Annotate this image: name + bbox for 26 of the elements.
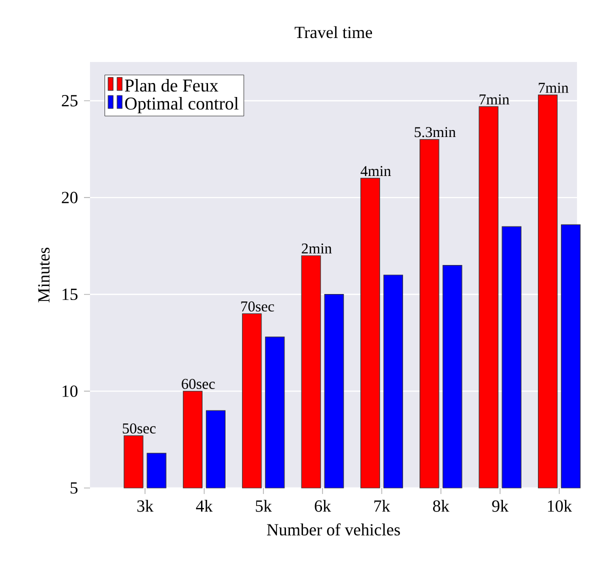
y-axis-title: Minutes bbox=[38, 248, 50, 302]
legend-label: Plan de Feux bbox=[124, 78, 218, 92]
x-tick-label: 6k bbox=[314, 500, 332, 512]
x-tick-label: 4k bbox=[196, 500, 213, 512]
annotation: 60sec bbox=[182, 378, 215, 389]
annotation: 5.3min bbox=[414, 127, 456, 138]
annotation: 50sec bbox=[122, 423, 156, 434]
annotation: 70sec bbox=[241, 301, 274, 312]
x-tick-label: 9k bbox=[492, 500, 509, 512]
y-tick-label: 25 bbox=[62, 95, 78, 106]
annotation: 7min bbox=[538, 82, 568, 93]
x-tick-label: 3k bbox=[137, 500, 154, 512]
x-axis-title: Number of vehicles bbox=[266, 523, 400, 536]
annotation: 2min bbox=[302, 243, 332, 254]
y-tick-label: 15 bbox=[62, 288, 78, 300]
annotation: 7min bbox=[480, 94, 510, 104]
y-tick-label: 10 bbox=[62, 385, 78, 397]
legend-label: Optimal control bbox=[125, 96, 239, 114]
annotation: 4min bbox=[360, 166, 391, 176]
y-tick-label: 5 bbox=[70, 482, 78, 494]
x-tick-label: 5k bbox=[256, 500, 272, 512]
x-tick-label: 10k bbox=[548, 500, 572, 512]
chart-title: Travel time bbox=[294, 26, 372, 38]
x-tick-label: 7k bbox=[374, 500, 390, 512]
y-tick-label: 20 bbox=[62, 192, 78, 204]
x-tick-label: 8k bbox=[433, 500, 450, 512]
